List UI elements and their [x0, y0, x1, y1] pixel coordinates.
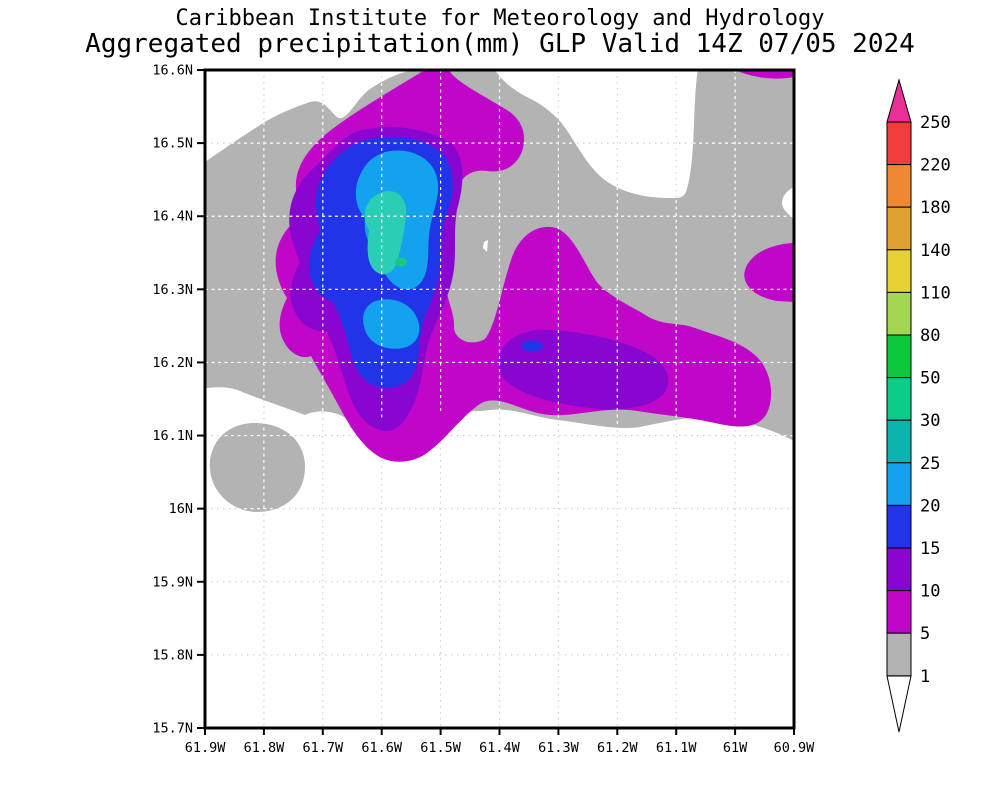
colorbar-tick-label: 30: [920, 411, 940, 431]
colorbar-cell: [886, 249, 912, 293]
contour-1mm-southwest-patch: [209, 423, 305, 512]
contour-10mm-east-band: [497, 329, 669, 410]
x-tick-label: 61.6W: [361, 740, 403, 756]
contour-5mm-east-edge-patch: [744, 243, 794, 302]
colorbar-cell: [886, 121, 912, 166]
y-tick-label: 16.6N: [152, 63, 193, 79]
colorbar-tick-label: 140: [920, 241, 951, 261]
precip-contours: [205, 70, 794, 512]
colorbar-tick-label: 220: [920, 156, 951, 176]
contour-25mm-inner: [364, 191, 407, 275]
colorbar-tick-label: 20: [920, 496, 940, 516]
colorbar-tick-label: 180: [920, 198, 951, 218]
page-subtitle: Aggregated precipitation(mm) GLP Valid 1…: [85, 29, 915, 59]
x-tick-label: 61.7W: [302, 740, 344, 756]
colorbar-labels: 250 220 180 140 110 80 50 30 25 20 15 10 5 1: [920, 113, 951, 687]
colorbar-cell: [886, 377, 912, 421]
colorbar-cell: [886, 590, 912, 634]
contour-20mm-lower-blob: [363, 299, 420, 349]
colorbar-tick-label: 5: [920, 624, 930, 644]
x-tick-label: 61.1W: [656, 740, 698, 756]
colorbar-cell: [886, 164, 912, 208]
contour-map: 61.9W 61.8W 61.7W 61.6W 61.5W 61.4W 61.3W 61.2W…: [152, 63, 815, 757]
y-tick-label: 16.3N: [152, 282, 193, 298]
x-tick-label: 61.4W: [479, 740, 521, 756]
y-tick-label: 16.4N: [152, 209, 193, 225]
colorbar-cell: [886, 206, 912, 251]
colorbar-tick-label: 10: [920, 582, 940, 602]
page-title: Caribbean Institute for Meteorology and …: [175, 6, 825, 31]
x-tick-label: 60.9W: [774, 740, 816, 756]
colorbar-cell: [886, 504, 912, 549]
colorbar-cell: [886, 291, 912, 336]
y-tick-label: 15.8N: [152, 647, 193, 663]
colorbar-cell: [886, 632, 912, 677]
colorbar-legend: 250 220 180 140 110 80 50 30 25 20 15 10 5 1: [886, 78, 951, 733]
x-tick-label: 61.8W: [244, 740, 286, 756]
y-tick-label: 16N: [169, 501, 193, 517]
x-tick-label: 61W: [723, 740, 748, 756]
colorbar-tick-label: 250: [920, 113, 951, 133]
y-tick-label: 16.5N: [152, 136, 193, 152]
colorbar-cell: [886, 334, 912, 379]
y-tick-label: 15.7N: [152, 721, 193, 737]
colorbar-cells: [886, 121, 912, 677]
colorbar-tick-label: 15: [920, 539, 940, 559]
colorbar-tick-label: 110: [920, 283, 951, 303]
x-tick-label: 61.5W: [420, 740, 462, 756]
colorbar-cell: [886, 547, 912, 592]
colorbar-below-min-arrow: [886, 675, 912, 733]
axes: 61.9W 61.8W 61.7W 61.6W 61.5W 61.4W 61.3W 61.2W…: [152, 63, 815, 757]
contour-15mm-east-spot: [521, 340, 543, 352]
contour-30mm-max-spot: [395, 257, 407, 267]
colorbar-cell: [886, 419, 912, 464]
y-tick-label: 16.1N: [152, 428, 193, 444]
colorbar-cell: [886, 462, 912, 506]
sub-1mm-white-sliver: [483, 240, 488, 252]
colorbar-tick-label: 25: [920, 454, 940, 474]
x-tick-label: 61.3W: [538, 740, 580, 756]
x-tick-label: 61.2W: [597, 740, 639, 756]
colorbar-tick-label: 80: [920, 326, 940, 346]
colorbar-above-max-arrow: [886, 78, 912, 123]
y-tick-label: 16.2N: [152, 355, 193, 371]
y-tick-label: 15.9N: [152, 574, 193, 590]
x-tick-label: 61.9W: [185, 740, 227, 756]
colorbar-tick-label: 1: [920, 667, 930, 687]
colorbar-tick-label: 50: [920, 369, 940, 389]
contour-5mm-top-edge-sliver: [735, 70, 794, 79]
